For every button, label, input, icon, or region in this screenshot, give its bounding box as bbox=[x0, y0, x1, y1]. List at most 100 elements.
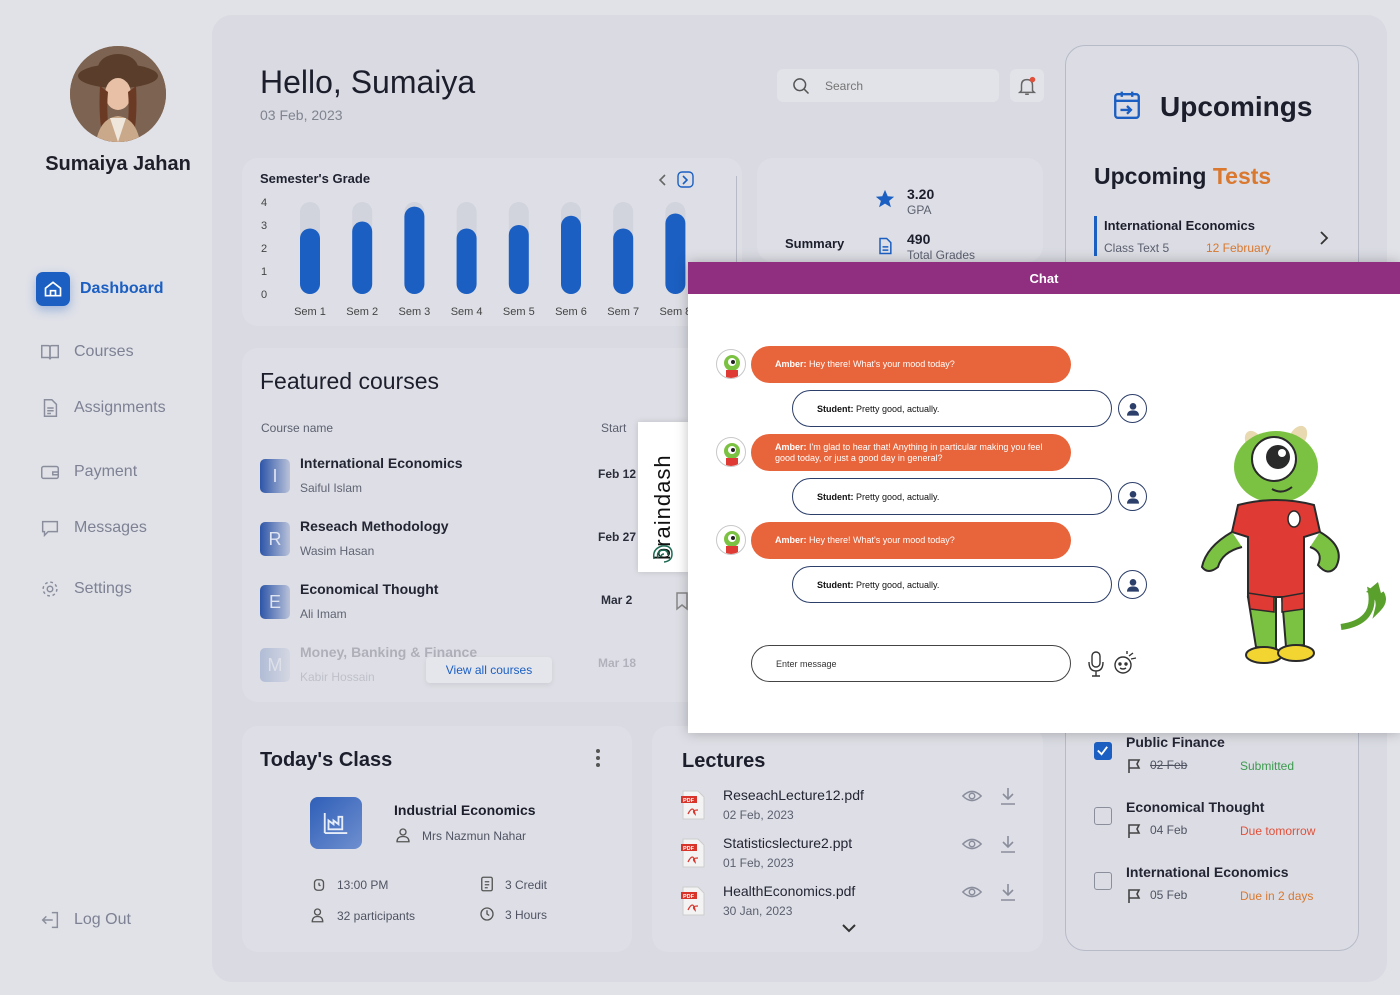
upcoming-test-item[interactable]: International Economics Class Text 5 12 … bbox=[1094, 216, 1334, 258]
chevron-right-icon[interactable] bbox=[1318, 230, 1330, 246]
bot-avatar bbox=[716, 349, 746, 379]
todays-class-title: Today's Class bbox=[260, 749, 393, 771]
search-input[interactable] bbox=[825, 78, 975, 93]
course-row[interactable]: I International Economics Saiful Islam F… bbox=[260, 455, 690, 503]
task-checkbox[interactable] bbox=[1094, 872, 1112, 890]
chevron-left-icon[interactable] bbox=[658, 174, 666, 186]
course-row[interactable]: R Reseach Methodology Wasim Hasan Feb 27 bbox=[260, 518, 690, 566]
course-name: Economical Thought bbox=[300, 581, 439, 597]
eye-icon[interactable] bbox=[961, 836, 983, 852]
flag-icon bbox=[1128, 759, 1141, 773]
summary-card bbox=[757, 158, 1043, 262]
sidebar-item-payment[interactable]: Payment bbox=[36, 458, 137, 486]
sidebar-item-assignments[interactable]: Assignments bbox=[36, 394, 166, 422]
class-icon bbox=[310, 797, 362, 849]
pdf-file-icon: PDF bbox=[681, 838, 705, 868]
monster-mascot-image bbox=[1200, 425, 1386, 664]
user-message: Student: Pretty good, actually. bbox=[792, 390, 1112, 427]
grade-bar[interactable] bbox=[456, 228, 477, 294]
course-row[interactable]: M Money, Banking & Finance Kabir Hossain… bbox=[260, 644, 690, 692]
test-name: International Economics bbox=[1104, 218, 1255, 233]
download-icon[interactable] bbox=[998, 786, 1018, 806]
svg-text:PDF: PDF bbox=[683, 894, 695, 900]
grade-bar[interactable] bbox=[300, 228, 320, 294]
chat-header: Chat bbox=[688, 262, 1400, 294]
flag-icon bbox=[1128, 889, 1141, 903]
grade-bar[interactable] bbox=[508, 225, 529, 294]
chevron-right-icon[interactable] bbox=[677, 171, 694, 188]
test-sub: Class Text 5 bbox=[1104, 241, 1170, 255]
x-tick-label: Sem 3 bbox=[399, 306, 431, 318]
course-row[interactable]: E Economical Thought Ali Imam Mar 2 bbox=[260, 581, 690, 629]
download-icon[interactable] bbox=[998, 882, 1018, 902]
bot-message: Amber: I'm glad to hear that! Anything i… bbox=[751, 434, 1071, 471]
class-time: 13:00 PM bbox=[337, 878, 389, 892]
task-date: 04 Feb bbox=[1150, 823, 1188, 837]
sidebar-item-messages[interactable]: Messages bbox=[36, 514, 147, 542]
sidebar-item-courses[interactable]: Courses bbox=[36, 338, 134, 366]
chevron-down-icon[interactable] bbox=[840, 920, 858, 936]
course-start: Mar 2 bbox=[601, 593, 633, 607]
task-item[interactable]: Public Finance 02 Feb Submitted bbox=[1094, 734, 1334, 784]
svg-text:PDF: PDF bbox=[683, 798, 695, 804]
task-name: Economical Thought bbox=[1126, 799, 1265, 815]
task-checkbox[interactable] bbox=[1094, 807, 1112, 825]
bot-message: Amber: Hey there! What's your mood today… bbox=[751, 346, 1071, 383]
chat-message-input[interactable] bbox=[751, 645, 1071, 682]
lecture-row[interactable]: PDF ReseachLecture12.pdf 02 Feb, 2023 bbox=[680, 786, 1025, 826]
grade-bar[interactable] bbox=[404, 206, 425, 294]
eye-icon[interactable] bbox=[961, 884, 983, 900]
course-name: Money, Banking & Finance bbox=[300, 644, 478, 660]
lecture-row[interactable]: PDF HealthEconomics.pdf 30 Jan, 2023 bbox=[680, 882, 1025, 922]
user-message: Student: Pretty good, actually. bbox=[792, 566, 1112, 603]
class-credit: 3 Credit bbox=[505, 878, 548, 892]
logout-icon bbox=[36, 906, 64, 934]
notification-button[interactable] bbox=[1010, 69, 1044, 102]
bell-icon bbox=[1017, 76, 1037, 95]
task-status: Due in 2 days bbox=[1240, 889, 1314, 903]
grade-bar[interactable] bbox=[613, 228, 634, 294]
task-date: 02 Feb bbox=[1150, 758, 1188, 772]
grade-card bbox=[242, 158, 742, 326]
lecture-row[interactable]: PDF Statisticslecture2.ppt 01 Feb, 2023 bbox=[680, 834, 1025, 874]
logout-label: Log Out bbox=[74, 911, 131, 928]
task-checkbox[interactable] bbox=[1094, 742, 1112, 760]
logout-button[interactable]: Log Out bbox=[36, 906, 131, 934]
chart-pager bbox=[658, 171, 694, 188]
course-teacher: Kabir Hossain bbox=[300, 670, 375, 684]
featured-title: Featured courses bbox=[260, 368, 439, 394]
task-item[interactable]: Economical Thought 04 Feb Due tomorrow bbox=[1094, 799, 1334, 849]
more-options-icon[interactable] bbox=[592, 748, 604, 768]
user-icon bbox=[396, 828, 410, 843]
grade-bar[interactable] bbox=[665, 213, 686, 295]
search-box[interactable] bbox=[777, 69, 999, 102]
avatar[interactable] bbox=[70, 46, 166, 142]
class-hours: 3 Hours bbox=[505, 908, 548, 922]
gpa-value: 3.20 bbox=[907, 186, 935, 202]
eye-icon[interactable] bbox=[961, 788, 983, 804]
y-tick-label: 1 bbox=[261, 266, 267, 278]
task-item[interactable]: International Economics 05 Feb Due in 2 da… bbox=[1094, 864, 1334, 914]
pdf-file-icon: PDF bbox=[681, 790, 705, 820]
class-course-name: Industrial Economics bbox=[394, 802, 536, 818]
gear-icon bbox=[36, 575, 64, 603]
upcomings-title: Upcomings bbox=[1160, 91, 1313, 122]
grade-bar[interactable] bbox=[561, 215, 581, 294]
grade-bar[interactable] bbox=[352, 221, 373, 294]
sidebar-item-settings[interactable]: Settings bbox=[36, 575, 132, 603]
bookmark-icon[interactable] bbox=[674, 591, 690, 611]
home-icon bbox=[36, 272, 70, 306]
course-start: Feb 27 bbox=[598, 530, 637, 544]
braindash-tab[interactable]: braindash bbox=[638, 422, 688, 572]
microphone-icon[interactable] bbox=[1086, 650, 1106, 678]
sidebar-item-label: Payment bbox=[74, 463, 138, 480]
user-avatar-icon bbox=[1118, 482, 1147, 511]
chart-title: Semester's Grade bbox=[260, 171, 371, 186]
view-all-courses-button[interactable]: View all courses bbox=[426, 657, 552, 683]
wallet-icon bbox=[36, 458, 64, 486]
download-icon[interactable] bbox=[998, 834, 1018, 854]
y-tick-label: 2 bbox=[261, 243, 267, 255]
calendar-arrow-icon bbox=[1114, 91, 1140, 119]
sidebar-item-dashboard[interactable]: Dashboard bbox=[36, 272, 164, 306]
emoji-sticker-icon[interactable] bbox=[1112, 650, 1138, 676]
